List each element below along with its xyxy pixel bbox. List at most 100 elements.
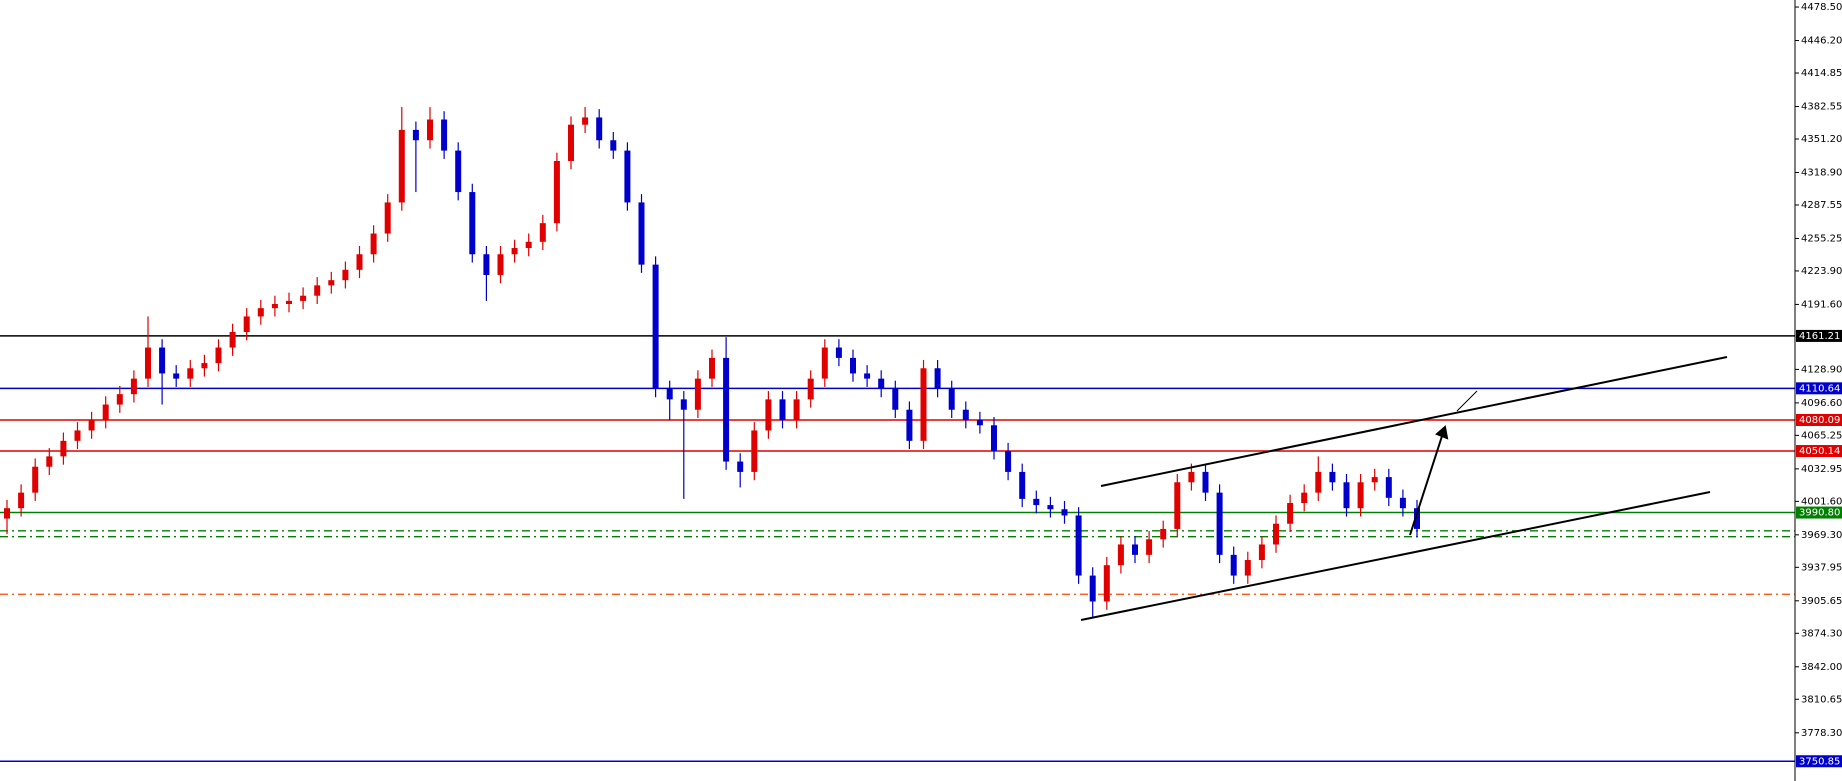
- level-tag: [1796, 445, 1842, 458]
- candle-body: [1244, 560, 1251, 576]
- candle-body: [1357, 482, 1364, 509]
- candle-body: [976, 420, 983, 426]
- candle-body: [1160, 528, 1167, 540]
- candle-body: [596, 117, 603, 141]
- candle-body: [201, 363, 208, 369]
- y-tick-label: 3937.95: [1801, 562, 1842, 573]
- candle-body: [1188, 471, 1195, 483]
- candle-body: [1315, 471, 1322, 493]
- level-tag-label: 4050.14: [1799, 446, 1840, 457]
- candle-body: [553, 160, 560, 224]
- candle-body: [427, 119, 433, 141]
- candle-body: [32, 466, 39, 493]
- candle-body: [1075, 515, 1082, 576]
- candle-body: [568, 124, 574, 161]
- candle-body: [737, 461, 744, 472]
- candle-body: [1146, 539, 1153, 555]
- candle-body: [286, 300, 292, 305]
- y-tick-label: 4128.90: [1801, 364, 1842, 375]
- y-tick-label: 3778.30: [1801, 728, 1842, 739]
- candle-body: [723, 357, 730, 462]
- y-tick-label: 3969.30: [1801, 530, 1842, 541]
- candle-body: [1117, 544, 1124, 566]
- candle-body: [455, 150, 462, 193]
- candle-body: [765, 399, 772, 431]
- candle-body: [511, 248, 518, 255]
- candle-body: [694, 378, 701, 410]
- candle-body: [793, 399, 800, 421]
- candle-body: [342, 269, 349, 281]
- y-tick-label: 4096.60: [1801, 398, 1842, 409]
- candle-body: [850, 357, 856, 374]
- levels: [0, 335, 1795, 763]
- candle-body: [130, 378, 137, 395]
- candle-body: [159, 347, 166, 374]
- candle-body: [1385, 477, 1392, 498]
- candle-body: [610, 140, 617, 151]
- price-axis: 4478.50 4446.20 4414.85 4382.55 4351.20 4318.…: [1795, 2, 1842, 768]
- candle-body: [1033, 498, 1040, 506]
- candle-body: [314, 285, 321, 296]
- candle-body: [864, 373, 871, 379]
- candle-body: [1047, 505, 1054, 510]
- y-tick-label: 4478.50: [1801, 2, 1842, 13]
- level-tag-label: 3990.80: [1799, 508, 1840, 519]
- y-tick-label: 4287.55: [1801, 200, 1842, 211]
- candle-body: [652, 264, 659, 389]
- candle-body: [1132, 544, 1138, 555]
- candle-body: [243, 316, 250, 332]
- level-tag: [1796, 755, 1842, 768]
- y-tick-label: 4255.25: [1801, 233, 1842, 244]
- y-tick-label: 4351.20: [1801, 134, 1842, 145]
- candle-body: [948, 388, 955, 410]
- candle-body: [1174, 482, 1181, 529]
- candle-body: [398, 129, 405, 203]
- level-tag-label: 4080.09: [1799, 415, 1840, 426]
- y-tick-label: 4414.85: [1801, 68, 1842, 79]
- candle-body: [779, 399, 786, 421]
- candle-body: [384, 202, 391, 234]
- candle-body: [582, 117, 589, 125]
- candle-body: [807, 378, 814, 400]
- candle-body: [920, 368, 927, 441]
- candle-body: [483, 254, 490, 275]
- candle-body: [1343, 482, 1350, 509]
- candle-body: [1371, 477, 1378, 483]
- candle-body: [991, 425, 997, 452]
- candle-body: [666, 388, 673, 400]
- candle-body: [1414, 508, 1420, 529]
- level-tag-label: 3750.85: [1799, 756, 1840, 767]
- candle-body: [1005, 451, 1012, 472]
- y-tick-label: 3905.65: [1801, 596, 1842, 607]
- candle-body: [187, 368, 194, 379]
- candle-body: [441, 119, 448, 151]
- candle-body: [878, 378, 885, 389]
- trendlines: [1080, 356, 1728, 621]
- y-tick-label: 3842.00: [1801, 662, 1842, 673]
- candle-body: [1216, 492, 1223, 555]
- candle-body: [906, 409, 913, 441]
- y-tick-label: 3810.65: [1801, 694, 1842, 705]
- y-tick-label: 4223.90: [1801, 266, 1842, 277]
- candle-body: [4, 508, 10, 519]
- candle-body: [271, 304, 278, 309]
- candle-body: [412, 129, 419, 141]
- y-tick-label: 4382.55: [1801, 102, 1842, 113]
- candle-body: [145, 347, 151, 379]
- candle-body: [934, 368, 941, 389]
- level-tag: [1796, 382, 1842, 395]
- candle-body: [356, 254, 363, 270]
- candle-body: [835, 347, 842, 358]
- candle-body: [215, 347, 222, 364]
- arrow-head: [1435, 425, 1449, 440]
- y-tick-label: 4446.20: [1801, 36, 1842, 47]
- candle-body: [1273, 523, 1279, 545]
- y-tick-label: 4191.60: [1801, 299, 1842, 310]
- candle-body: [638, 202, 645, 265]
- y-tick-label: 4065.25: [1801, 430, 1842, 441]
- candle-body: [46, 456, 53, 467]
- candle-body: [370, 233, 377, 255]
- candle-body: [1089, 575, 1096, 602]
- candle-body: [962, 409, 969, 421]
